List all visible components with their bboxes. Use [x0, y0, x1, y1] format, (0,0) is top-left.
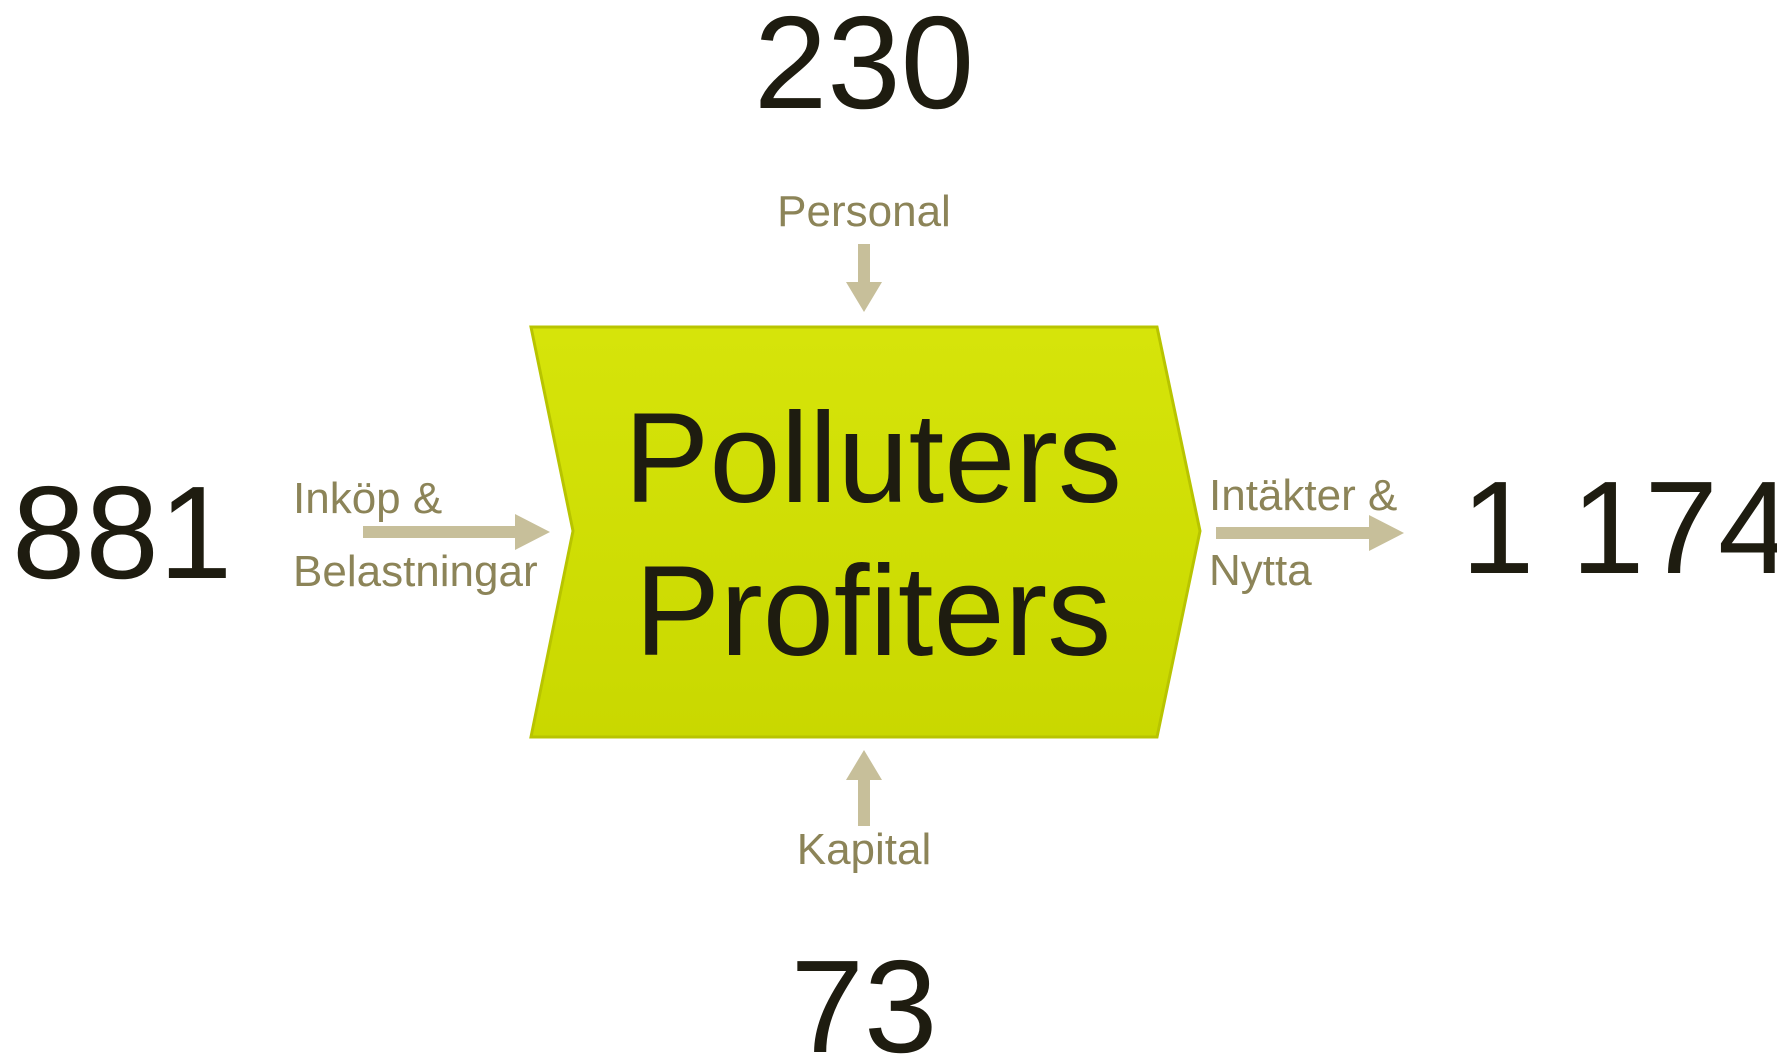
center-line: Polluters — [624, 387, 1122, 530]
bottom-label: Kapital — [797, 825, 932, 874]
arrow-right-in — [363, 514, 550, 550]
arrow-down — [846, 244, 882, 312]
left-value: 881 — [12, 459, 232, 606]
left-label: Inköp & — [293, 474, 442, 523]
center-line: Profiters — [635, 540, 1112, 683]
process-chevron — [529, 325, 1202, 739]
bottom-value: 73 — [791, 933, 938, 1058]
right-value: 1 174 — [1461, 454, 1777, 601]
left-label: Belastningar — [293, 547, 538, 596]
right-label: Nytta — [1209, 546, 1312, 595]
top-value: 230 — [754, 0, 974, 136]
top-label: Personal — [777, 187, 951, 236]
arrow-right-out — [1216, 515, 1404, 551]
right-label: Intäkter & — [1209, 471, 1397, 520]
arrow-up — [846, 750, 882, 826]
